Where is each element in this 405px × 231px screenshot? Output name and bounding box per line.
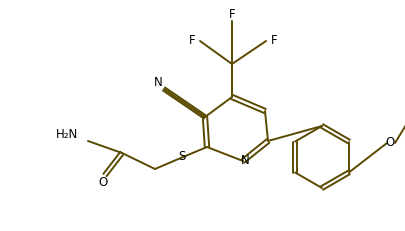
Text: H₂N: H₂N (55, 127, 78, 140)
Text: O: O (384, 136, 394, 149)
Text: O: O (98, 176, 107, 189)
Text: F: F (188, 33, 195, 46)
Text: N: N (153, 76, 162, 89)
Text: S: S (178, 150, 185, 163)
Text: N: N (240, 154, 249, 167)
Text: F: F (228, 9, 235, 21)
Text: F: F (270, 33, 277, 46)
